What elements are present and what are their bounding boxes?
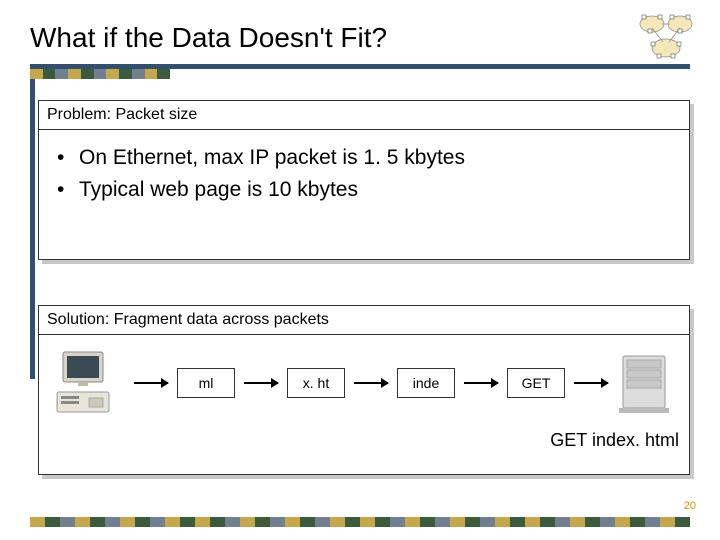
problem-header: Problem: Packet size: [39, 101, 689, 130]
packet-box: ml: [177, 368, 235, 398]
arrow-icon: [464, 382, 498, 384]
problem-panel: Problem: Packet size On Ethernet, max IP…: [38, 100, 690, 260]
slide-title: What if the Data Doesn't Fit?: [30, 22, 387, 54]
bullet-item: Typical web page is 10 kbytes: [79, 174, 671, 206]
solution-header: Solution: Fragment data across packets: [39, 306, 689, 335]
arrow-icon: [134, 382, 168, 384]
arrow-icon: [244, 382, 278, 384]
packet-box: GET: [507, 368, 565, 398]
bullet-item: On Ethernet, max IP packet is 1. 5 kbyte…: [79, 142, 671, 174]
problem-body: On Ethernet, max IP packet is 1. 5 kbyte…: [39, 130, 689, 223]
packet-box: x. ht: [287, 368, 345, 398]
packet-box: inde: [397, 368, 455, 398]
arrow-icon: [574, 382, 608, 384]
solution-panel: Solution: Fragment data across packets m…: [38, 305, 690, 475]
arrow-icon: [354, 382, 388, 384]
stripe-top: [30, 69, 170, 79]
page-number: 20: [684, 500, 696, 512]
fragment-diagram: ml x. ht inde GET: [39, 335, 689, 430]
diagram-caption: GET index. html: [39, 430, 689, 459]
desktop-computer-icon: [53, 348, 125, 418]
network-logo: [636, 12, 698, 64]
server-icon: [617, 348, 675, 418]
side-bar: [30, 79, 35, 379]
stripe-bottom: [30, 517, 690, 527]
